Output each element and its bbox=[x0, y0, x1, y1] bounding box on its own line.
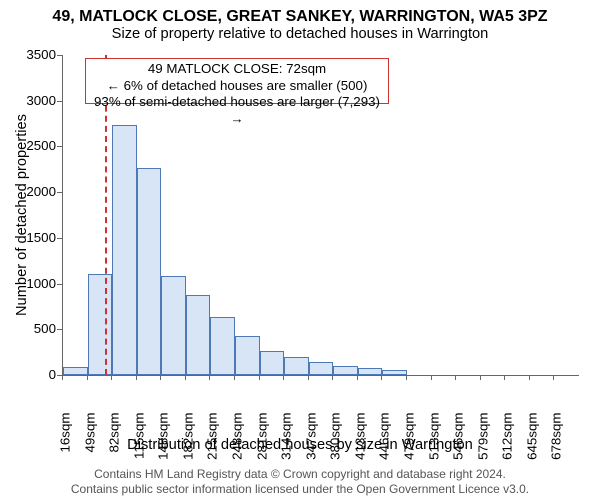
x-tick-label: 413sqm bbox=[352, 413, 367, 463]
histogram-bar bbox=[88, 274, 113, 375]
chart-subtitle: Size of property relative to detached ho… bbox=[0, 26, 600, 42]
x-tick-mark bbox=[332, 375, 333, 380]
y-tick-mark bbox=[57, 101, 62, 102]
histogram-bar bbox=[137, 168, 162, 375]
histogram-bar bbox=[382, 370, 407, 375]
x-tick-mark bbox=[87, 375, 88, 380]
x-tick-mark bbox=[308, 375, 309, 380]
histogram-bar bbox=[112, 125, 137, 375]
x-tick-label: 446sqm bbox=[377, 413, 392, 463]
y-tick-label: 500 bbox=[18, 321, 56, 336]
y-tick-label: 0 bbox=[18, 367, 56, 382]
x-tick-mark bbox=[185, 375, 186, 380]
x-tick-mark bbox=[381, 375, 382, 380]
x-tick-mark bbox=[455, 375, 456, 380]
x-tick-mark bbox=[209, 375, 210, 380]
histogram-bar bbox=[260, 351, 285, 375]
x-tick-mark bbox=[136, 375, 137, 380]
x-tick-label: 215sqm bbox=[205, 413, 220, 463]
histogram-bar bbox=[284, 357, 309, 375]
footer-line-2: Contains public sector information licen… bbox=[0, 482, 600, 497]
x-tick-label: 579sqm bbox=[475, 413, 490, 463]
x-tick-label: 678sqm bbox=[549, 413, 564, 463]
x-tick-mark bbox=[62, 375, 63, 380]
x-tick-label: 314sqm bbox=[279, 413, 294, 463]
histogram-bar bbox=[333, 366, 358, 375]
y-tick-label: 1000 bbox=[18, 276, 56, 291]
x-tick-label: 115sqm bbox=[131, 413, 146, 463]
x-tick-mark bbox=[283, 375, 284, 380]
x-tick-mark bbox=[406, 375, 407, 380]
x-tick-mark bbox=[234, 375, 235, 380]
histogram-bar bbox=[161, 276, 186, 375]
x-tick-label: 182sqm bbox=[180, 413, 195, 463]
y-tick-label: 3500 bbox=[18, 47, 56, 62]
x-tick-label: 148sqm bbox=[156, 413, 171, 463]
histogram-bar bbox=[186, 295, 211, 375]
y-tick-label: 2000 bbox=[18, 184, 56, 199]
data-attribution: Contains HM Land Registry data © Crown c… bbox=[0, 467, 600, 497]
x-tick-label: 380sqm bbox=[328, 413, 343, 463]
x-tick-label: 16sqm bbox=[58, 413, 73, 463]
annotation-line-3: 93% of semi-detached houses are larger (… bbox=[90, 94, 384, 127]
histogram-bar bbox=[210, 317, 235, 376]
x-tick-mark bbox=[431, 375, 432, 380]
y-tick-mark bbox=[57, 192, 62, 193]
property-annotation: 49 MATLOCK CLOSE: 72sqm ← 6% of detached… bbox=[85, 58, 389, 104]
y-tick-label: 2500 bbox=[18, 138, 56, 153]
y-tick-mark bbox=[57, 146, 62, 147]
histogram-bar bbox=[309, 362, 334, 375]
x-tick-label: 479sqm bbox=[402, 413, 417, 463]
x-tick-mark bbox=[480, 375, 481, 380]
x-tick-mark bbox=[259, 375, 260, 380]
x-tick-mark bbox=[553, 375, 554, 380]
x-tick-label: 281sqm bbox=[254, 413, 269, 463]
footer-line-1: Contains HM Land Registry data © Crown c… bbox=[0, 467, 600, 482]
histogram-bar bbox=[358, 368, 383, 375]
x-tick-label: 82sqm bbox=[107, 413, 122, 463]
y-tick-label: 1500 bbox=[18, 230, 56, 245]
y-tick-mark bbox=[57, 284, 62, 285]
x-tick-mark bbox=[529, 375, 530, 380]
x-tick-label: 248sqm bbox=[230, 413, 245, 463]
x-tick-label: 645sqm bbox=[524, 413, 539, 463]
x-tick-label: 612sqm bbox=[500, 413, 515, 463]
x-tick-mark bbox=[357, 375, 358, 380]
x-tick-mark bbox=[160, 375, 161, 380]
x-tick-mark bbox=[504, 375, 505, 380]
x-tick-label: 513sqm bbox=[426, 413, 441, 463]
chart-title: 49, MATLOCK CLOSE, GREAT SANKEY, WARRING… bbox=[0, 8, 600, 26]
annotation-line-1: 49 MATLOCK CLOSE: 72sqm bbox=[90, 61, 384, 78]
x-tick-label: 546sqm bbox=[451, 413, 466, 463]
x-tick-mark bbox=[111, 375, 112, 380]
histogram-bar bbox=[235, 336, 260, 375]
y-tick-mark bbox=[57, 329, 62, 330]
annotation-line-2: ← 6% of detached houses are smaller (500… bbox=[90, 78, 384, 95]
x-tick-label: 49sqm bbox=[82, 413, 97, 463]
y-tick-label: 3000 bbox=[18, 93, 56, 108]
histogram-bar bbox=[63, 367, 88, 375]
x-tick-label: 347sqm bbox=[303, 413, 318, 463]
y-tick-mark bbox=[57, 55, 62, 56]
y-tick-mark bbox=[57, 238, 62, 239]
